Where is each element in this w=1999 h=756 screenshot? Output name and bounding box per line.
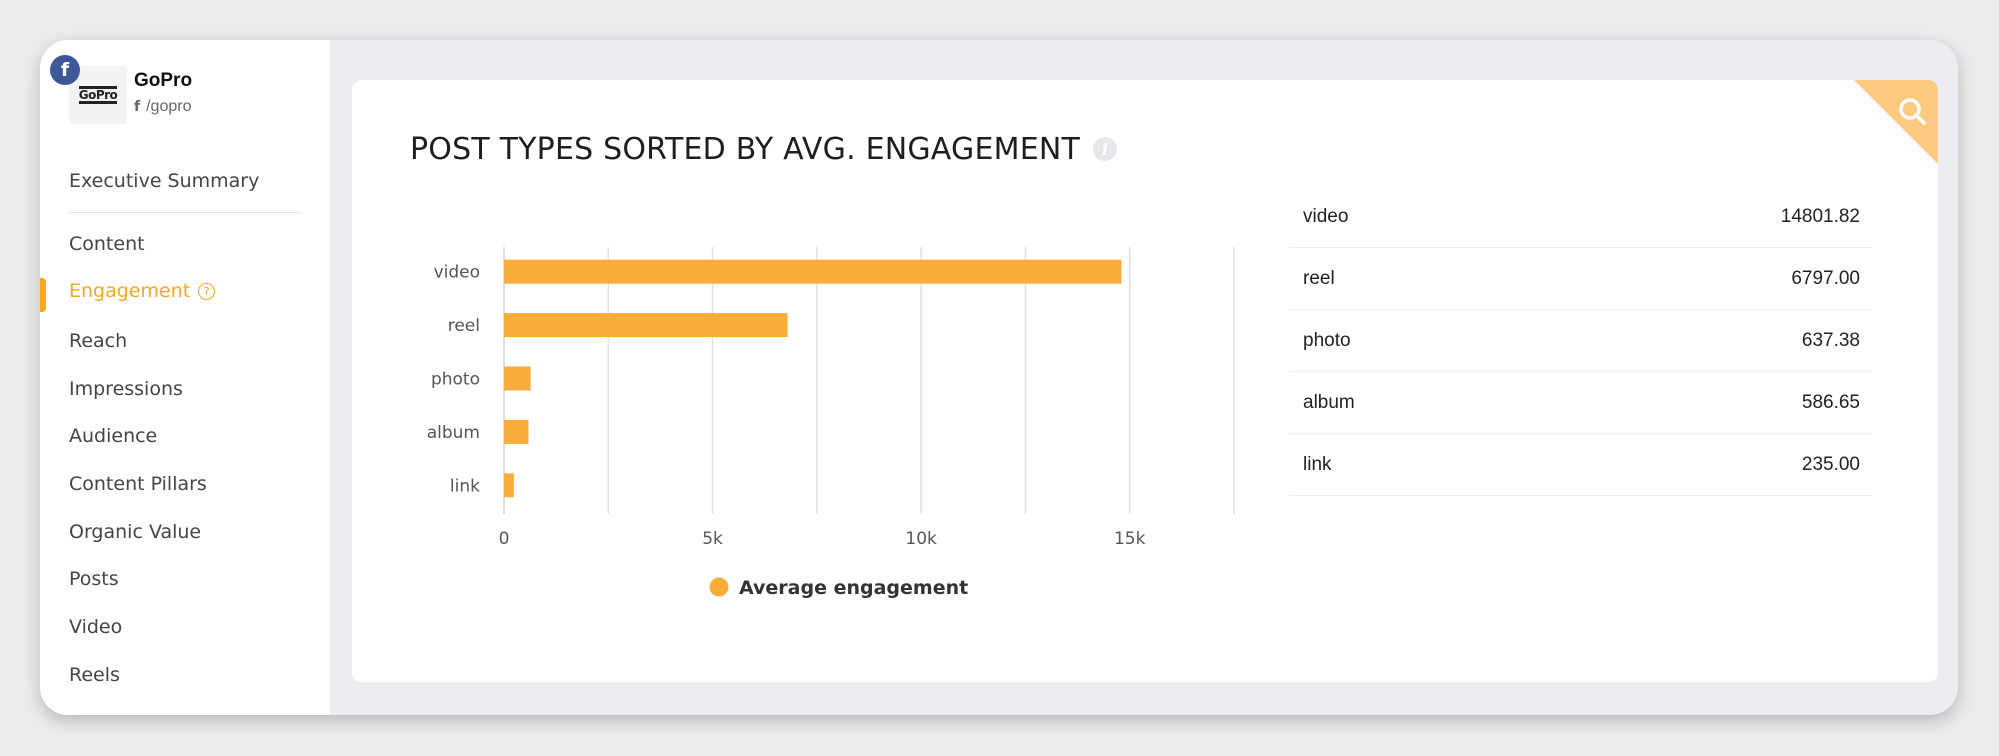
- bar-album: [504, 419, 529, 444]
- table-row: album 586.65: [1289, 372, 1872, 434]
- x-tick-label: 15k: [1114, 529, 1146, 549]
- sidebar-item-reach[interactable]: Reach: [69, 330, 128, 352]
- row-value: 6797.00: [1791, 267, 1860, 289]
- row-value: 637.38: [1801, 329, 1860, 351]
- bar-chart: 0 5k 10k 15k video reel photo album link Average …: [427, 247, 1235, 599]
- bar-reel: [504, 313, 788, 338]
- search-corner-button[interactable]: [1854, 80, 1938, 164]
- row-value: 235.00: [1801, 453, 1860, 475]
- sidebar-item-content-pillars[interactable]: Content Pillars: [69, 473, 207, 495]
- table-row: video 14801.82: [1289, 186, 1872, 248]
- row-label: album: [1303, 391, 1355, 413]
- bar-link: [504, 473, 514, 498]
- x-tick-label: 5k: [702, 529, 723, 549]
- legend-marker: [709, 577, 729, 597]
- card-title: POST TYPES SORTED BY AVG. ENGAGEMENT: [410, 132, 1081, 167]
- brand-handle-text: /gopro: [146, 98, 192, 115]
- sidebar-item-executive-summary[interactable]: Executive Summary: [69, 170, 260, 192]
- bar-video: [504, 259, 1122, 284]
- row-label: reel: [1303, 267, 1335, 289]
- sidebar-item-engagement[interactable]: Engagement?: [69, 280, 216, 302]
- sidebar-item-posts[interactable]: Posts: [69, 568, 119, 590]
- category-label: reel: [448, 316, 480, 336]
- bar-photo: [504, 366, 531, 391]
- sidebar-item-reels[interactable]: Reels: [69, 664, 120, 686]
- active-indicator: [40, 278, 46, 312]
- info-icon[interactable]: i: [1093, 137, 1117, 161]
- sidebar-item-organic-value[interactable]: Organic Value: [69, 521, 202, 543]
- sidebar-item-audience[interactable]: Audience: [69, 425, 158, 447]
- sidebar-item-label: Engagement: [69, 280, 191, 302]
- legend-label: Average engagement: [739, 577, 968, 599]
- category-label: link: [450, 476, 480, 496]
- row-value: 14801.82: [1780, 205, 1860, 227]
- facebook-small-icon: f: [134, 99, 141, 115]
- category-label: album: [427, 423, 480, 443]
- row-label: video: [1303, 205, 1349, 227]
- sidebar-item-content[interactable]: Content: [69, 233, 145, 255]
- brand-handle[interactable]: f /gopro: [134, 98, 191, 116]
- sidebar: f GoPro GoPro f /gopro Executive Summary…: [40, 40, 330, 715]
- sidebar-divider: [69, 212, 301, 213]
- sidebar-item-impressions[interactable]: Impressions: [69, 378, 183, 400]
- app-window: f GoPro GoPro f /gopro Executive Summary…: [40, 40, 1958, 715]
- row-label: link: [1303, 453, 1332, 475]
- help-icon[interactable]: ?: [198, 283, 216, 300]
- table-row: photo 637.38: [1289, 310, 1872, 372]
- category-label: photo: [431, 370, 480, 390]
- facebook-icon: f: [50, 55, 80, 85]
- table-row: link 235.00: [1289, 434, 1872, 496]
- x-tick-label: 10k: [905, 529, 937, 549]
- sidebar-item-video[interactable]: Video: [69, 616, 123, 638]
- values-table: video 14801.82 reel 6797.00 photo 637.38…: [1289, 186, 1872, 496]
- category-label: video: [434, 263, 480, 283]
- brand-name: GoPro: [134, 70, 193, 91]
- row-label: photo: [1303, 329, 1351, 351]
- row-value: 586.65: [1801, 391, 1860, 413]
- x-tick-label: 0: [499, 529, 510, 549]
- chart-card: POST TYPES SORTED BY AVG. ENGAGEMENT i 0…: [352, 80, 1938, 682]
- table-row: reel 6797.00: [1289, 248, 1872, 310]
- search-icon: [1899, 98, 1926, 125]
